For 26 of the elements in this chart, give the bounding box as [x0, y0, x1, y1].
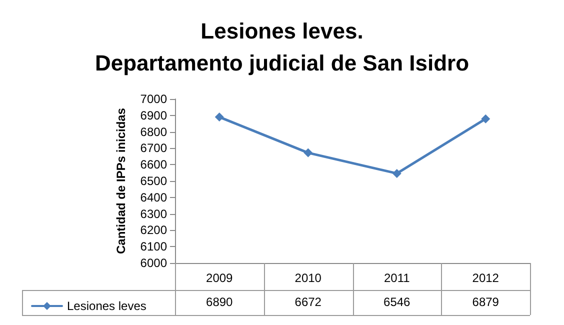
point	[214, 112, 224, 122]
data-label: 6546	[384, 295, 411, 309]
y-tick-label: 6500	[140, 174, 168, 188]
y-tick-label: 6200	[140, 223, 168, 238]
y-tick-label: 6300	[140, 206, 168, 221]
y-tick-label: 6000	[140, 256, 168, 270]
chart-title: Lesiones leves. Departamento judicial de San Isidro	[94, 18, 470, 76]
y-tick-label: 6100	[140, 240, 168, 254]
data-label: 6879	[472, 295, 500, 309]
y-tick-label: 6600	[140, 158, 168, 172]
y-tick-label: 6900	[140, 108, 168, 122]
y-tick-label: 6400	[140, 190, 168, 204]
x-tick-label: 2011	[384, 271, 410, 285]
x-tick-label: 2010	[294, 271, 322, 285]
x-tick-label: 2012	[472, 271, 500, 285]
y-tick-label: 7000	[140, 92, 168, 106]
y-tick-label: 6700	[140, 141, 168, 156]
point	[392, 168, 402, 178]
x-tick-label: 2009	[206, 271, 234, 285]
y-tick-label: 6800	[140, 124, 168, 139]
point	[481, 114, 490, 124]
data-label: 6890	[206, 295, 234, 309]
y-axis-title: Cantidad de IPPs inicidas	[114, 108, 128, 254]
data-label: 6672	[294, 295, 322, 309]
legend-label: Lesiones leves	[67, 299, 146, 313]
point	[304, 148, 313, 158]
